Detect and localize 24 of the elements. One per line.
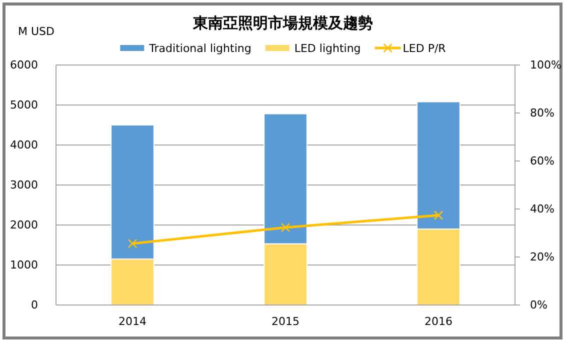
x-tick-label: 2016 [424, 314, 452, 328]
legend-label: LED P/R [402, 42, 446, 55]
y-tick-label: 4000 [10, 138, 38, 152]
x-tick-label: 2015 [272, 314, 300, 328]
y2-tick-label: 0% [530, 298, 548, 312]
y2-tick-label: 20% [530, 250, 554, 264]
legend-label: Traditional lighting [148, 42, 252, 55]
y-tick-label: 1000 [10, 258, 38, 272]
point [280, 222, 290, 232]
point [128, 238, 138, 248]
y-tick-label: 2000 [10, 218, 38, 232]
y2-tick-label: 80% [530, 106, 554, 120]
y-tick-label: 5000 [10, 98, 38, 112]
y-tick-label: 3000 [10, 178, 38, 192]
y2-tick-label: 60% [530, 154, 554, 168]
y-tick-label: 0 [31, 298, 38, 312]
chart-title: 東南亞照明市場規模及趨勢 [192, 14, 373, 32]
x-tick-label: 2014 [118, 314, 146, 328]
y2-tick-label: 40% [530, 202, 554, 216]
legend-label: LED lighting [294, 42, 361, 55]
y-axis-title: M USD [18, 25, 54, 38]
point [434, 210, 444, 220]
y2-tick-label: 100% [530, 58, 562, 72]
y-tick-label: 6000 [10, 58, 38, 72]
